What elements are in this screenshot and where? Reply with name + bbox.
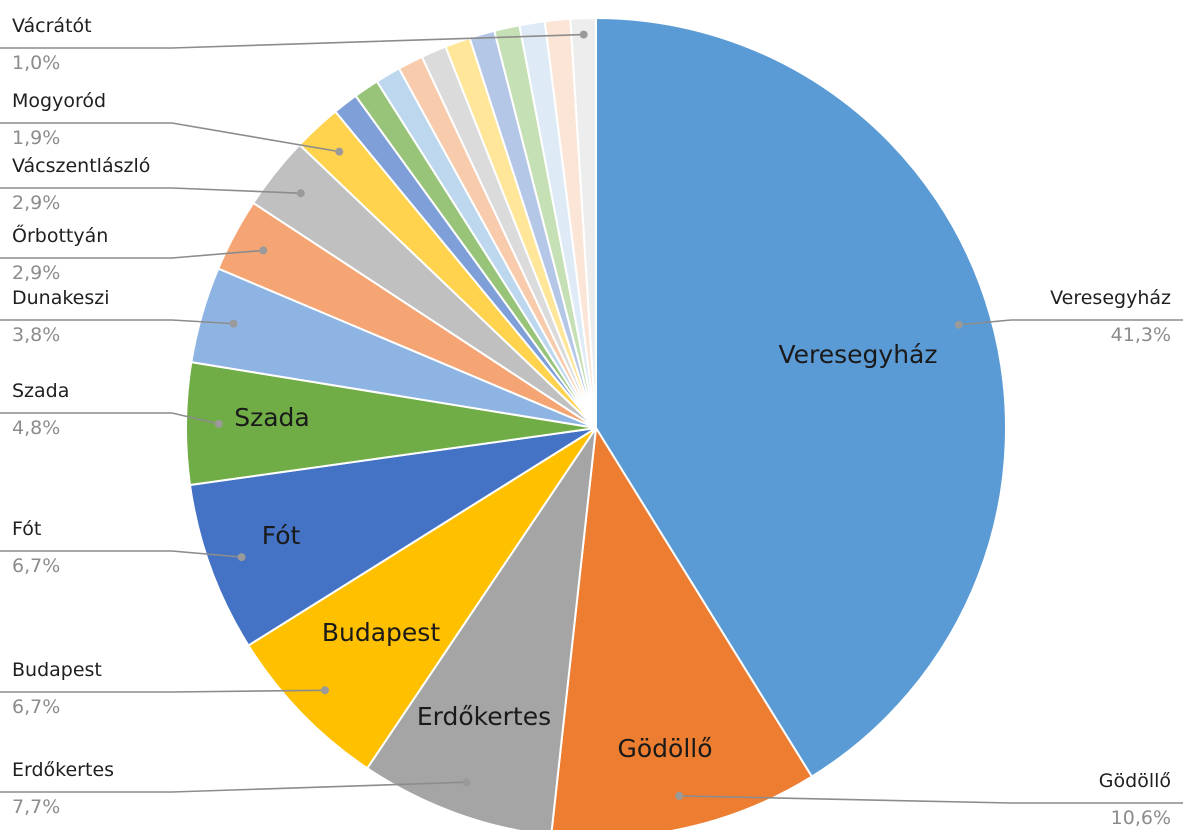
slice-value-label: 7,7% — [12, 796, 60, 818]
slice-value-label: 4,8% — [12, 417, 60, 439]
leader-line — [0, 412, 220, 425]
leader-dot — [335, 147, 344, 156]
leader-line — [0, 550, 242, 558]
leader-line — [0, 122, 340, 153]
pie-slices — [185, 16, 1007, 834]
leader-dot — [954, 320, 963, 329]
pie-slice-erdőkertes — [365, 427, 597, 834]
slice-name-label: Mogyoród — [12, 90, 106, 112]
slice-name-label: Veresegyház — [1050, 287, 1171, 309]
leader-dot — [259, 246, 268, 255]
slice-name-label: Vácszentlászló — [12, 155, 150, 177]
pie-slice-budapest — [247, 427, 597, 770]
slice-value-label: 41,3% — [1111, 324, 1171, 346]
leader-line — [0, 249, 264, 259]
slice-value-label: 2,9% — [12, 262, 60, 284]
slice-value-label: 1,0% — [12, 52, 60, 74]
pie-slice-gödöllő — [550, 425, 814, 834]
leader-line — [0, 187, 301, 195]
leader-dot — [579, 30, 588, 39]
slice-value-label: 1,9% — [12, 127, 60, 149]
slice-name-label: Fót — [12, 518, 41, 540]
leader-dot — [214, 419, 223, 428]
slice-value-label: 10,6% — [1111, 807, 1171, 829]
slice-inner-label: Fót — [262, 521, 301, 550]
slice-inner-label: Budapest — [322, 618, 440, 647]
leader-line — [0, 33, 584, 49]
slice-inner-label: Veresegyház — [778, 340, 937, 369]
leader-dot — [237, 553, 246, 562]
pie-slice-vácrátót — [569, 16, 597, 429]
slice-name-label: Erdőkertes — [12, 759, 114, 781]
slice-value-label: 6,7% — [12, 696, 60, 718]
pie-labels: Veresegyház Veresegyház 41,3% Gödöllő Gödöll… — [0, 15, 1183, 829]
slice-value-label: 6,7% — [12, 555, 60, 577]
leader-dot — [320, 686, 329, 695]
pie-slice-veresegyház — [595, 16, 1007, 778]
leader-line — [0, 319, 234, 325]
slice-inner-label: Erdőkertes — [417, 702, 551, 731]
leader-dot — [675, 791, 684, 800]
slice-name-label: Vácrátót — [12, 15, 92, 37]
slice-name-label: Őrbottyán — [12, 223, 108, 247]
leader-line — [679, 795, 1183, 804]
leader-line — [958, 319, 1183, 326]
slice-value-label: 3,8% — [12, 324, 60, 346]
slice-name-label: Gödöllő — [1099, 770, 1171, 792]
leader-line — [0, 689, 325, 693]
leader-dot — [296, 189, 305, 198]
leader-dot — [229, 319, 238, 328]
slice-name-label: Dunakeszi — [12, 287, 110, 309]
slice-value-label: 2,9% — [12, 192, 60, 214]
slice-inner-label: Szada — [234, 403, 310, 432]
leader-dot — [462, 778, 471, 787]
leader-line — [0, 781, 467, 793]
slice-name-label: Budapest — [12, 659, 102, 681]
slice-name-label: Szada — [12, 380, 69, 402]
slice-inner-label: Gödöllő — [617, 734, 712, 763]
pie-slice-fót — [188, 427, 597, 647]
